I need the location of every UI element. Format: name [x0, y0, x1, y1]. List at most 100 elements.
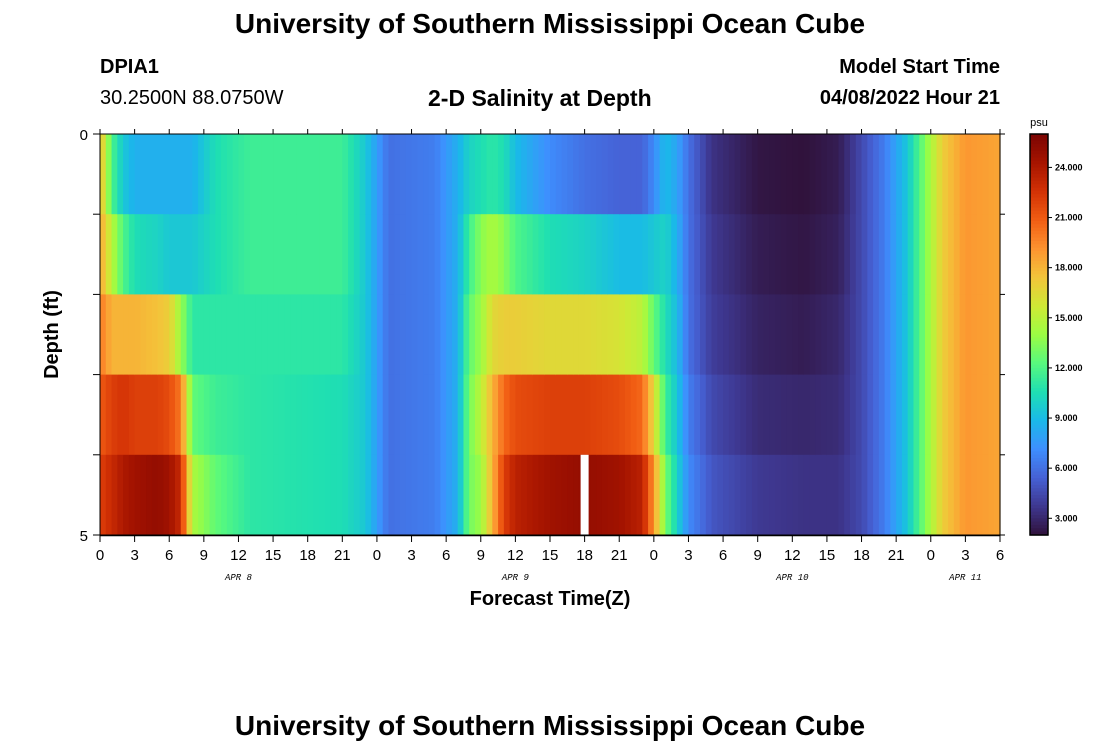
heatmap-cell [440, 294, 447, 376]
colorbar-segment [1030, 337, 1048, 342]
heatmap-cell [751, 134, 759, 215]
heatmap-cell [971, 374, 978, 456]
colorbar-segment [1030, 200, 1048, 205]
heatmap-cell [734, 134, 741, 215]
heatmap-cell [676, 294, 684, 376]
heatmap-cell [192, 134, 199, 215]
heatmap-cell [988, 214, 995, 295]
heatmap-cell [573, 374, 580, 456]
heatmap-cell [953, 374, 961, 456]
colorbar-segment [1030, 468, 1048, 473]
heatmap-cell [434, 454, 441, 536]
x-tick-label: 3 [684, 547, 692, 564]
x-tick-label: 6 [165, 547, 173, 564]
heatmap-cell [440, 374, 447, 456]
heatmap-cell [365, 214, 372, 295]
heatmap-cell [861, 134, 868, 215]
colorbar-segment [1030, 384, 1048, 389]
heatmap-cell [480, 454, 488, 536]
heatmap-cell [544, 214, 551, 295]
colorbar-segment [1030, 394, 1048, 399]
heatmap-cell [451, 214, 459, 295]
heatmap-cell [815, 454, 822, 536]
x-tick-label: 12 [784, 547, 801, 564]
heatmap-cell [128, 454, 136, 536]
heatmap-cell [521, 134, 528, 215]
colorbar-segment [1030, 207, 1048, 212]
heatmap-cell [757, 454, 765, 536]
heatmap-cell [446, 374, 453, 456]
heatmap-cell [538, 454, 545, 536]
heatmap-cell [792, 214, 799, 295]
heatmap-cell [561, 374, 568, 456]
heatmap-cell [509, 454, 516, 536]
colorbar-segment [1030, 524, 1048, 529]
colorbar-segment [1030, 237, 1048, 242]
heatmap-cell [907, 134, 915, 215]
heatmap-cell [330, 134, 338, 215]
heatmap-cell [250, 214, 257, 295]
heatmap-cell [348, 294, 355, 376]
heatmap-cell [526, 374, 534, 456]
heatmap-cell [769, 294, 776, 376]
heatmap-cell [319, 134, 326, 215]
heatmap-cell [255, 214, 263, 295]
heatmap-cell [186, 374, 193, 456]
heatmap-cell [284, 134, 291, 215]
heatmap-cell [746, 294, 753, 376]
heatmap-cell [417, 374, 424, 456]
heatmap-cell [544, 134, 551, 215]
heatmap-cell [994, 214, 1001, 295]
heatmap-cell [446, 294, 453, 376]
heatmap-cell [769, 454, 776, 536]
heatmap-cell [359, 374, 366, 456]
heatmap-cell [994, 454, 1001, 536]
heatmap-cell [175, 294, 182, 376]
heatmap-cell [192, 214, 199, 295]
heatmap-cell [953, 134, 961, 215]
heatmap-cell [578, 294, 586, 376]
heatmap-cell [803, 214, 811, 295]
heatmap-cell [873, 134, 880, 215]
colorbar-segment [1030, 324, 1048, 329]
heatmap-cell [526, 214, 534, 295]
heatmap-cell [786, 214, 793, 295]
heatmap-cell [226, 454, 234, 536]
heatmap-cell [394, 374, 401, 456]
heatmap-cell [509, 374, 516, 456]
heatmap-cell [353, 454, 361, 536]
heatmap-cell [717, 294, 724, 376]
heatmap-cell [278, 214, 286, 295]
heatmap-cell [325, 214, 332, 295]
heatmap-cell [486, 294, 493, 376]
heatmap-cell [463, 294, 470, 376]
colorbar-segment [1030, 164, 1048, 169]
heatmap-cell [688, 454, 695, 536]
heatmap-cell [867, 374, 874, 456]
heatmap-cell [296, 214, 303, 295]
colorbar-segment [1030, 431, 1048, 436]
heatmap-cell [134, 214, 141, 295]
heatmap-cell [250, 374, 257, 456]
heatmap-cell [913, 374, 920, 456]
heatmap-cell [648, 214, 655, 295]
heatmap-cell [711, 454, 718, 536]
heatmap-cell [290, 294, 297, 376]
heatmap-cell [267, 294, 274, 376]
heatmap-cell [209, 214, 216, 295]
heatmap-cell [630, 374, 638, 456]
heatmap-cell [342, 134, 349, 215]
heatmap-cell [844, 294, 851, 376]
heatmap-cell [221, 294, 228, 376]
heatmap-cell [688, 214, 695, 295]
heatmap-cell [907, 374, 915, 456]
heatmap-cell [278, 374, 286, 456]
colorbar-segment [1030, 230, 1048, 235]
colorbar-segment [1030, 438, 1048, 443]
heatmap-cell [261, 454, 268, 536]
heatmap-cell [180, 134, 188, 215]
heatmap-cell [169, 134, 176, 215]
heatmap-cell [976, 214, 984, 295]
heatmap-cell [763, 374, 770, 456]
heatmap-cell [134, 374, 141, 456]
